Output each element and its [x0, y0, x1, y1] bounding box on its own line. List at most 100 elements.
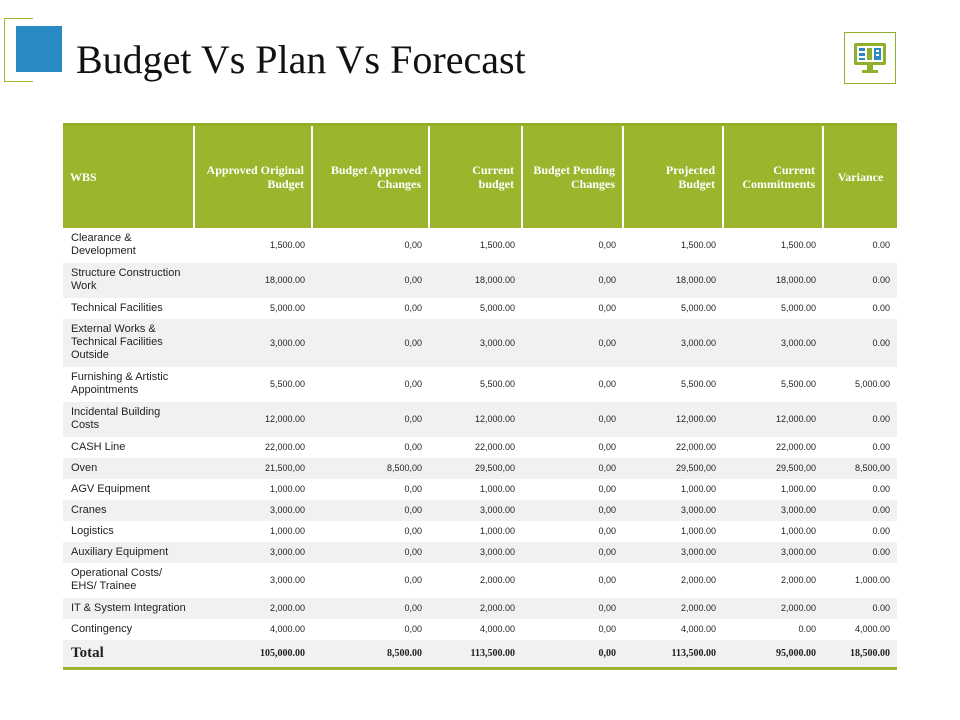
cell-approved-original-budget: 3,000.00 [269, 575, 305, 585]
cell-projected-budget: 18,000.00 [623, 262, 723, 298]
cell-budget-approved-changes: 8,500,00 [312, 457, 429, 479]
cell-current-commitments: 2,000.00 [723, 597, 823, 619]
cell-current-budget: 4,000.00 [479, 624, 515, 634]
cell-wbs: Structure Construction Work [63, 262, 194, 298]
computer-monitor-icon [844, 32, 896, 84]
cell-budget-pending-changes: 0,00 [598, 240, 616, 250]
column-header-variance: Variance [823, 123, 897, 228]
cell-budget-pending-changes: 0,00 [598, 575, 616, 585]
cell-current-commitments: 1,000.00 [780, 526, 816, 536]
cell-current-commitments: 0.00 [798, 624, 816, 634]
cell-current-commitments: 5,500.00 [780, 379, 816, 389]
decorative-outline [4, 18, 33, 82]
cell-budget-approved-changes: 0,00 [404, 624, 422, 634]
cell-approved-original-budget: 12,000.00 [194, 401, 312, 437]
cell-current-budget: 22,000.00 [474, 442, 515, 452]
table-row: External Works & Technical Facilities Ou… [63, 318, 897, 367]
decorative-blue-square [16, 26, 62, 72]
cell-budget-pending-changes: 0,00 [522, 318, 623, 367]
cell-wbs: AGV Equipment [71, 482, 150, 495]
table-row: Clearance & Development 1,500.00 0,00 1,500… [63, 228, 897, 263]
cell-budget-approved-changes: 0,00 [312, 262, 429, 298]
cell-budget-pending-changes: 0,00 [598, 526, 616, 536]
cell-current-budget: 3,000.00 [429, 499, 522, 521]
cell-current-commitments: 1,000.00 [780, 484, 816, 494]
cell-approved-original-budget: 18,000.00 [194, 262, 312, 298]
cell-projected-budget: 5,500.00 [680, 379, 716, 389]
column-header-budget-pending-changes: Budget Pending Changes [522, 123, 624, 228]
cell-budget-pending-changes: 0,00 [598, 484, 616, 494]
column-header-approved-original-budget: Approved Original Budget [194, 123, 313, 228]
cell-budget-approved-changes: 0,00 [404, 303, 422, 313]
cell-variance: 0.00 [823, 262, 897, 298]
cell-current-budget: 18,000.00 [429, 262, 522, 298]
cell-budget-approved-changes: 0,00 [404, 442, 422, 452]
cell-current-budget: 3,000.00 [429, 541, 522, 563]
table-row: CASH Line 22,000.00 0,00 22,000.00 0,00 22,00… [63, 437, 897, 458]
cell-approved-original-budget: 2,000.00 [194, 597, 312, 619]
table-row: Incidental Building Costs 12,000.00 0,00 12… [63, 401, 897, 437]
cell-budget-approved-changes: 0,00 [404, 575, 422, 585]
cell-wbs: IT & System Integration [63, 597, 194, 619]
cell-projected-budget: 4,000.00 [680, 624, 716, 634]
cell-variance: 0.00 [823, 401, 897, 437]
cell-current-budget: 1,000.00 [479, 484, 515, 494]
cell-current-budget: 29,500,00 [429, 457, 522, 479]
cell-budget-pending-changes: 0,00 [598, 624, 616, 634]
table-row: Structure Construction Work 18,000.00 0,00… [63, 262, 897, 298]
cell-approved-original-budget: 22,000.00 [264, 442, 305, 452]
table-row: IT & System Integration 2,000.00 0,00 2,000… [63, 597, 897, 619]
cell-approved-original-budget: 4,000.00 [269, 624, 305, 634]
total-projected-budget: 113,500.00 [623, 639, 723, 670]
cell-projected-budget: 1,000.00 [680, 484, 716, 494]
cell-current-commitments: 3,000.00 [723, 499, 823, 521]
cell-wbs: Logistics [71, 524, 114, 537]
table-row: Furnishing & Artistic Appointments 5,500.… [63, 367, 897, 402]
cell-projected-budget: 5,000.00 [680, 303, 716, 313]
cell-current-budget: 5,500.00 [479, 379, 515, 389]
cell-projected-budget: 1,500.00 [680, 240, 716, 250]
cell-budget-approved-changes: 0,00 [404, 484, 422, 494]
cell-variance: 5,000.00 [854, 379, 890, 389]
cell-wbs: External Works & Technical Facilities Ou… [63, 318, 194, 367]
total-current-budget: 113,500.00 [429, 639, 522, 670]
cell-approved-original-budget: 3,000.00 [194, 318, 312, 367]
cell-wbs: Furnishing & Artistic Appointments [71, 371, 169, 396]
cell-current-budget: 1,500.00 [479, 240, 515, 250]
cell-current-commitments: 22,000.00 [775, 442, 816, 452]
total-approved-original-budget: 105,000.00 [194, 639, 312, 670]
cell-wbs: Technical Facilities [71, 301, 163, 314]
cell-approved-original-budget: 1,000.00 [269, 484, 305, 494]
cell-approved-original-budget: 1,000.00 [269, 526, 305, 536]
cell-current-budget: 1,000.00 [479, 526, 515, 536]
cell-budget-pending-changes: 0,00 [598, 442, 616, 452]
table-row: AGV Equipment 1,000.00 0,00 1,000.00 0,00 1,0… [63, 479, 897, 500]
cell-budget-pending-changes: 0,00 [522, 457, 623, 479]
cell-budget-pending-changes: 0,00 [522, 541, 623, 563]
cell-wbs: Incidental Building Costs [63, 401, 194, 437]
table-row: Oven 21,500,00 8,500,00 29,500,00 0,00 29,500… [63, 457, 897, 479]
cell-budget-pending-changes: 0,00 [598, 379, 616, 389]
cell-projected-budget: 3,000.00 [623, 318, 723, 367]
cell-budget-pending-changes: 0,00 [522, 499, 623, 521]
cell-budget-approved-changes: 0,00 [404, 526, 422, 536]
table-row: Technical Facilities 5,000.00 0,00 5,000.00… [63, 298, 897, 319]
cell-variance: 0.00 [823, 541, 897, 563]
cell-wbs: CASH Line [71, 440, 126, 453]
cell-current-budget: 2,000.00 [479, 575, 515, 585]
table-row: Logistics 1,000.00 0,00 1,000.00 0,00 1,000.0… [63, 521, 897, 542]
table-row: Cranes 3,000.00 0,00 3,000.00 0,00 3,000.00 3,… [63, 499, 897, 521]
cell-current-budget: 3,000.00 [429, 318, 522, 367]
table-row: Operational Costs/ EHS/ Trainee 3,000.00 0… [63, 563, 897, 598]
cell-wbs: Auxiliary Equipment [63, 541, 194, 563]
cell-projected-budget: 29,500,00 [623, 457, 723, 479]
cell-approved-original-budget: 5,500.00 [269, 379, 305, 389]
table-total-row: Total 105,000.00 8,500.00 113,500.00 0,00 113… [63, 639, 897, 670]
cell-current-commitments: 2,000.00 [780, 575, 816, 585]
column-header-projected-budget: Projected Budget [623, 123, 724, 228]
cell-variance: 0.00 [872, 526, 890, 536]
cell-wbs: Operational Costs/ EHS/ Trainee [71, 567, 163, 592]
cell-variance: 0.00 [872, 303, 890, 313]
cell-approved-original-budget: 1,500.00 [269, 240, 305, 250]
column-header-wbs: WBS [63, 123, 195, 228]
